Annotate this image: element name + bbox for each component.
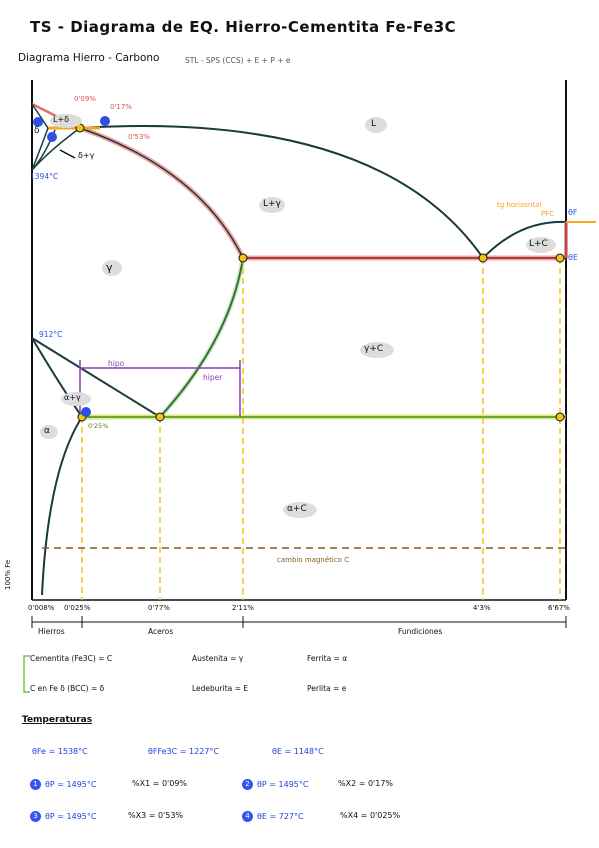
point-label-009: 0'09% [74, 95, 96, 103]
badge-3: 3 [30, 811, 41, 822]
left-axis-label: 100% Fe [4, 559, 12, 590]
region-alpha-C: α+C [287, 504, 307, 514]
x-tick-077: 0'77% [148, 604, 170, 612]
magnetic-change-label: cambio magnético C [277, 556, 350, 564]
subtitle-note: STL - SPS (CCS) + E + P + e [185, 56, 291, 65]
temp-1394: 1394°C [30, 172, 59, 181]
range-fundiciones: Fundiciones [398, 627, 443, 636]
temp-x3: %X3 = 0'53% [128, 811, 184, 820]
tg-horizontal-label: tg horizontal [497, 201, 542, 209]
temp-row-badge3: 3 θP = 1495°C [30, 811, 96, 822]
pfc-label: PFC [541, 210, 555, 218]
temp-row-badge1: 1 θP = 1495°C [30, 779, 96, 790]
temp-x2: %X2 = 0'17% [338, 779, 394, 788]
temp-x4: %X4 = 0'025% [340, 811, 401, 820]
acm-line [159, 257, 244, 418]
a3-line [31, 337, 161, 418]
temp-fe3c: θFFe3C = 1227°C [148, 747, 219, 756]
legend-cementita: Cementita (Fe3C) = C [30, 654, 113, 663]
theta-E-label: θE [568, 253, 578, 262]
badge-4: 4 [242, 811, 253, 822]
temp-e: θE = 1148°C [272, 747, 324, 756]
point-label-053: 0'53% [128, 133, 150, 141]
region-gamma: γ [106, 261, 113, 274]
temp-e2: θE = 727°C [257, 812, 304, 821]
badge-2: 2 [242, 779, 253, 790]
legend-ferrita: Ferrita = α [307, 654, 348, 663]
point-label-025: 0'25% [88, 422, 109, 430]
region-L-C: L+C [529, 239, 548, 249]
temp-p1: θP = 1495°C [45, 780, 97, 789]
temp-row-badge2: 2 θP = 1495°C [242, 779, 308, 790]
region-delta-gamma: δ+γ [78, 151, 95, 160]
legend-c-en-fe: C en Fe δ (BCC) = δ [30, 684, 105, 693]
x-tick-43: 4'3% [473, 604, 491, 612]
region-alpha: α [44, 426, 50, 436]
x-tick-211: 2'11% [232, 604, 254, 612]
temperatures-heading: Temperaturas [22, 715, 93, 725]
region-delta: δ [34, 126, 40, 136]
hiper-label: hiper [203, 373, 223, 382]
temp-fe: θFe = 1538°C [32, 747, 88, 756]
diagram-subtitle: Diagrama Hierro - Carbono [18, 52, 160, 64]
solidus-curve [79, 127, 244, 259]
x-tick-0008: 0'008% [28, 604, 55, 612]
temp-p2: θP = 1495°C [257, 780, 309, 789]
range-aceros: Aceros [148, 627, 174, 636]
liquidus-right-curve [482, 220, 567, 259]
range-hierros: Hierros [38, 627, 65, 636]
page-title: TS - Diagrama de EQ. Hierro-Cementita Fe… [30, 18, 457, 36]
legend-perlita: Perlita = e [307, 684, 347, 693]
legend-austenita: Austenita = γ [192, 654, 244, 663]
region-gamma-C: γ+C [364, 344, 384, 354]
temp-row-badge4: 4 θE = 727°C [242, 811, 304, 822]
point-label-017: 0'17% [110, 103, 132, 111]
region-alpha-gamma: α+γ [64, 393, 81, 402]
temp-912: 912°C [39, 330, 63, 339]
region-L: L [371, 119, 377, 129]
region-L-gamma: L+γ [263, 199, 281, 209]
solvus-curve [41, 416, 83, 596]
x-tick-667: 6'67% [548, 604, 570, 612]
temp-x1: %X1 = 0'09% [132, 779, 188, 788]
temp-p3: θP = 1495°C [45, 812, 97, 821]
legend-ledeburita: Ledeburita = E [192, 684, 249, 693]
theta-F-label: θF [568, 208, 578, 217]
region-L-delta: L+δ [53, 115, 70, 124]
badge-1: 1 [30, 779, 41, 790]
x-tick-0025: 0'025% [64, 604, 91, 612]
hipo-label: hipo [108, 359, 125, 368]
liquidus-curve [79, 125, 484, 259]
